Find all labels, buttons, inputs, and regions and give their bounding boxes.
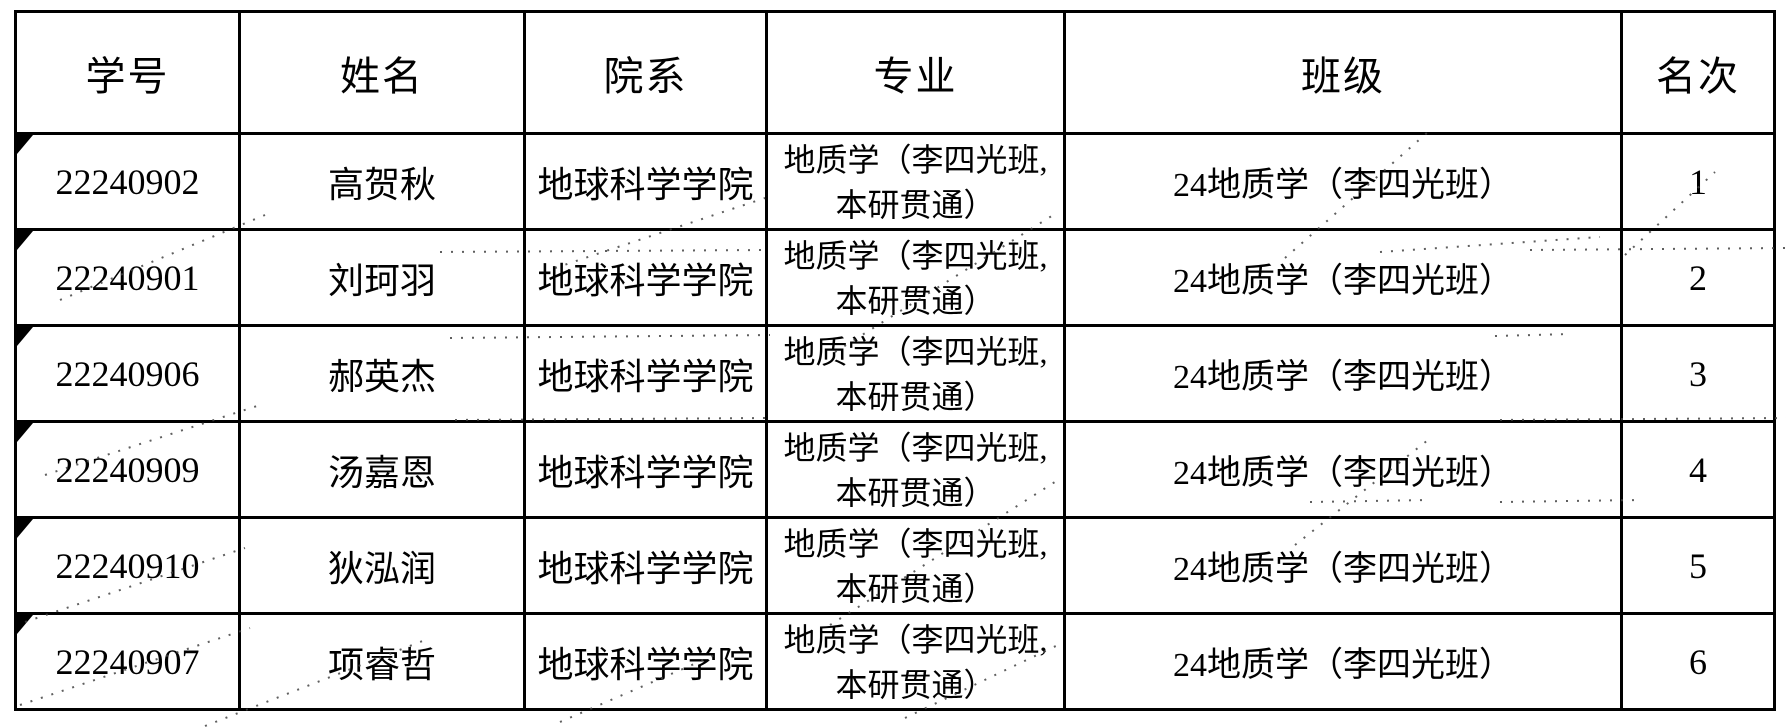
student-id-cell: 22240902 (14, 132, 241, 231)
table-row: 22240902 高贺秋 地球科学学院 地质学（李四光班, 本研贯通） 24地质学… (14, 132, 1776, 231)
corner-mark-icon (18, 424, 33, 442)
department-cell: 地球科学学院 (523, 228, 768, 327)
col-header-rank: 名次 (1620, 10, 1776, 135)
major-line1: 地质学（李四光班, (783, 429, 1048, 466)
student-id-cell: 22240901 (14, 228, 241, 327)
student-id-cell: 22240907 (14, 612, 241, 711)
rank-cell: 4 (1620, 420, 1776, 519)
col-header-name: 姓名 (238, 10, 526, 135)
student-id: 22240906 (55, 353, 200, 394)
major-line2: 本研贯通） (835, 186, 996, 223)
table-row: 22240901 刘珂羽 地球科学学院 地质学（李四光班, 本研贯通） 24地质学… (14, 228, 1776, 327)
major-line1: 地质学（李四光班, (783, 237, 1048, 274)
rank-cell: 5 (1620, 516, 1776, 615)
name-cell: 项睿哲 (238, 612, 526, 711)
student-rank-table: 学号 姓名 院系 专业 班级 名次 22240902 高贺秋 地球科学学院 地质… (14, 10, 1776, 711)
student-id: 22240910 (55, 545, 200, 586)
rank-cell: 6 (1620, 612, 1776, 711)
department-cell: 地球科学学院 (523, 324, 768, 423)
col-header-department: 院系 (523, 10, 768, 135)
student-id: 22240909 (55, 449, 200, 490)
name-cell: 郝英杰 (238, 324, 526, 423)
col-header-major: 专业 (765, 10, 1066, 135)
name-cell: 汤嘉恩 (238, 420, 526, 519)
rank-cell: 3 (1620, 324, 1776, 423)
corner-mark-icon (18, 520, 33, 538)
major-line2: 本研贯通） (835, 570, 996, 607)
class-cell: 24地质学（李四光班） (1063, 324, 1623, 423)
student-id: 22240902 (55, 161, 200, 202)
table-row: 22240909 汤嘉恩 地球科学学院 地质学（李四光班, 本研贯通） 24地质学… (14, 420, 1776, 519)
corner-mark-icon (18, 136, 33, 154)
class-cell: 24地质学（李四光班） (1063, 612, 1623, 711)
rank-cell: 2 (1620, 228, 1776, 327)
major-line2: 本研贯通） (835, 474, 996, 511)
department-cell: 地球科学学院 (523, 420, 768, 519)
col-header-student-id: 学号 (14, 10, 241, 135)
class-cell: 24地质学（李四光班） (1063, 132, 1623, 231)
class-cell: 24地质学（李四光班） (1063, 420, 1623, 519)
student-id-cell: 22240909 (14, 420, 241, 519)
table-row: 22240910 狄泓润 地球科学学院 地质学（李四光班, 本研贯通） 24地质学… (14, 516, 1776, 615)
student-id: 22240901 (55, 257, 200, 298)
major-cell: 地质学（李四光班, 本研贯通） (765, 612, 1066, 711)
corner-mark-icon (18, 328, 33, 346)
major-line1: 地质学（李四光班, (783, 141, 1048, 178)
major-line2: 本研贯通） (835, 282, 996, 319)
major-cell: 地质学（李四光班, 本研贯通） (765, 516, 1066, 615)
major-cell: 地质学（李四光班, 本研贯通） (765, 132, 1066, 231)
rank-cell: 1 (1620, 132, 1776, 231)
col-header-class: 班级 (1063, 10, 1623, 135)
name-cell: 高贺秋 (238, 132, 526, 231)
major-line2: 本研贯通） (835, 666, 996, 703)
major-line2: 本研贯通） (835, 378, 996, 415)
header-row: 学号 姓名 院系 专业 班级 名次 (14, 10, 1776, 135)
name-cell: 刘珂羽 (238, 228, 526, 327)
department-cell: 地球科学学院 (523, 516, 768, 615)
table-row: 22240907 项睿哲 地球科学学院 地质学（李四光班, 本研贯通） 24地质学… (14, 612, 1776, 711)
class-cell: 24地质学（李四光班） (1063, 516, 1623, 615)
class-cell: 24地质学（李四光班） (1063, 228, 1623, 327)
student-id: 22240907 (55, 641, 200, 682)
major-cell: 地质学（李四光班, 本研贯通） (765, 228, 1066, 327)
corner-mark-icon (18, 232, 33, 250)
table-row: 22240906 郝英杰 地球科学学院 地质学（李四光班, 本研贯通） 24地质学… (14, 324, 1776, 423)
student-id-cell: 22240906 (14, 324, 241, 423)
major-line1: 地质学（李四光班, (783, 525, 1048, 562)
department-cell: 地球科学学院 (523, 132, 768, 231)
student-id-cell: 22240910 (14, 516, 241, 615)
major-line1: 地质学（李四光班, (783, 333, 1048, 370)
major-line1: 地质学（李四光班, (783, 621, 1048, 658)
department-cell: 地球科学学院 (523, 612, 768, 711)
major-cell: 地质学（李四光班, 本研贯通） (765, 420, 1066, 519)
name-cell: 狄泓润 (238, 516, 526, 615)
major-cell: 地质学（李四光班, 本研贯通） (765, 324, 1066, 423)
corner-mark-icon (18, 616, 33, 634)
